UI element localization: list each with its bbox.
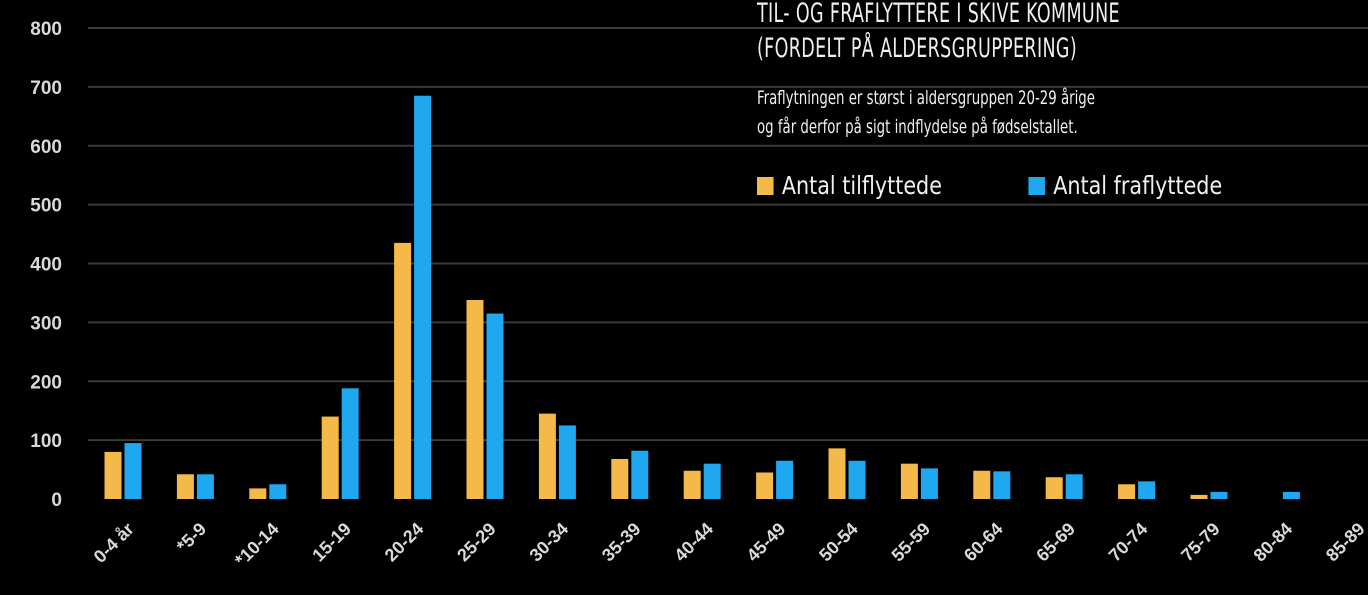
bar-fraflyttede-3 — [341, 388, 359, 499]
bar-tilflyttede-9 — [756, 472, 774, 499]
legend-item-fraflyttede: Antal fraflyttede — [1028, 171, 1222, 200]
legend-label-fraflyttede: Antal fraflyttede — [1053, 171, 1223, 200]
bar-fraflyttede-5 — [486, 313, 504, 499]
y-tick-label-300: 300 — [30, 313, 62, 334]
x-tick-label-2: *10-14 — [231, 519, 283, 571]
y-tick-label-200: 200 — [30, 372, 62, 393]
bar-tilflyttede-8 — [683, 470, 701, 499]
x-axis-ticks: 0-4 år *5-9 *10-14 15-19 20-24 25-29 30-34 35-3… — [90, 519, 1368, 571]
y-tick-label-100: 100 — [30, 431, 62, 452]
x-tick-label-10: 50-54 — [815, 519, 862, 566]
bar-tilflyttede-3 — [321, 416, 339, 499]
legend-swatch-fraflyttede — [1028, 176, 1045, 195]
note-line-2: og får derfor på sigt indflydelse på fød… — [757, 116, 1078, 138]
bar-tilflyttede-15 — [1190, 494, 1208, 499]
bar-tilflyttede-10 — [828, 448, 846, 499]
x-tick-label-9: 45-49 — [743, 519, 790, 566]
x-tick-label-5: 25-29 — [453, 519, 500, 566]
x-tick-label-4: 20-24 — [381, 519, 428, 566]
x-tick-label-14: 70-74 — [1105, 519, 1152, 566]
note-line-1: Fraflytningen er størst i aldersgruppen … — [757, 87, 1095, 109]
chart-subtitle: (FORDELT PÅ ALDERSGRUPPERING) — [757, 33, 1078, 64]
x-tick-label-15: 75-79 — [1177, 519, 1224, 566]
bar-fraflyttede-11 — [920, 468, 938, 499]
bar-tilflyttede-6 — [538, 413, 556, 499]
x-tick-label-0: 0-4 år — [90, 519, 138, 567]
bar-fraflyttede-0 — [124, 443, 142, 499]
bar-tilflyttede-1 — [176, 474, 194, 499]
bar-tilflyttede-13 — [1045, 477, 1063, 499]
x-tick-label-13: 65-69 — [1032, 519, 1079, 566]
chart-note: Fraflytningen er størst i aldersgruppen … — [757, 84, 1095, 142]
bar-tilflyttede-11 — [900, 463, 918, 499]
bar-tilflyttede-5 — [466, 300, 484, 499]
chart-title: TIL- OG FRAFLYTTERE I SKIVE KOMMUNE — [757, 0, 1120, 29]
legend-item-tilflyttede: Antal tilflyttede — [757, 171, 942, 200]
bar-fraflyttede-13 — [1065, 474, 1083, 499]
x-tick-label-11: 55-59 — [888, 519, 935, 566]
x-tick-label-6: 30-34 — [526, 519, 573, 566]
y-tick-label-800: 800 — [30, 19, 62, 40]
bar-fraflyttede-6 — [558, 425, 576, 499]
bar-tilflyttede-12 — [973, 470, 991, 499]
bar-fraflyttede-10 — [848, 460, 866, 499]
bar-tilflyttede-14 — [1118, 484, 1136, 499]
bar-fraflyttede-14 — [1138, 481, 1156, 499]
bar-fraflyttede-8 — [703, 463, 721, 499]
x-tick-label-16: 80-84 — [1250, 519, 1297, 566]
y-tick-label-700: 700 — [30, 78, 62, 99]
x-tick-label-3: 15-19 — [308, 519, 355, 566]
legend-label-tilflyttede: Antal tilflyttede — [781, 171, 942, 200]
bar-fraflyttede-7 — [631, 450, 649, 499]
gridlines — [88, 27, 1368, 442]
bar-fraflyttede-15 — [1210, 491, 1228, 499]
bar-tilflyttede-2 — [249, 488, 267, 499]
legend-swatch-tilflyttede — [757, 176, 774, 195]
bar-fraflyttede-4 — [414, 95, 432, 500]
bar-fraflyttede-12 — [993, 471, 1011, 499]
x-tick-label-8: 40-44 — [670, 519, 717, 566]
x-tick-label-7: 35-39 — [598, 519, 645, 566]
bar-fraflyttede-16 — [1282, 491, 1300, 499]
bar-tilflyttede-0 — [104, 451, 122, 499]
x-tick-label-12: 60-64 — [960, 519, 1007, 566]
bar-fraflyttede-1 — [196, 474, 214, 499]
y-tick-label-600: 600 — [30, 137, 62, 158]
x-tick-label-1: *5-9 — [173, 519, 210, 556]
bar-fraflyttede-9 — [776, 460, 794, 499]
y-tick-label-400: 400 — [30, 255, 62, 276]
y-tick-label-0: 0 — [51, 490, 62, 511]
bar-tilflyttede-4 — [394, 242, 412, 500]
y-tick-label-500: 500 — [30, 196, 62, 217]
bar-tilflyttede-7 — [611, 458, 629, 499]
y-axis-ticks: 0 100 200 300 400 500 600 700 800 — [30, 19, 62, 511]
bars — [104, 95, 1300, 500]
bar-fraflyttede-2 — [269, 484, 287, 499]
x-tick-label-17: 85-89 — [1322, 519, 1368, 566]
